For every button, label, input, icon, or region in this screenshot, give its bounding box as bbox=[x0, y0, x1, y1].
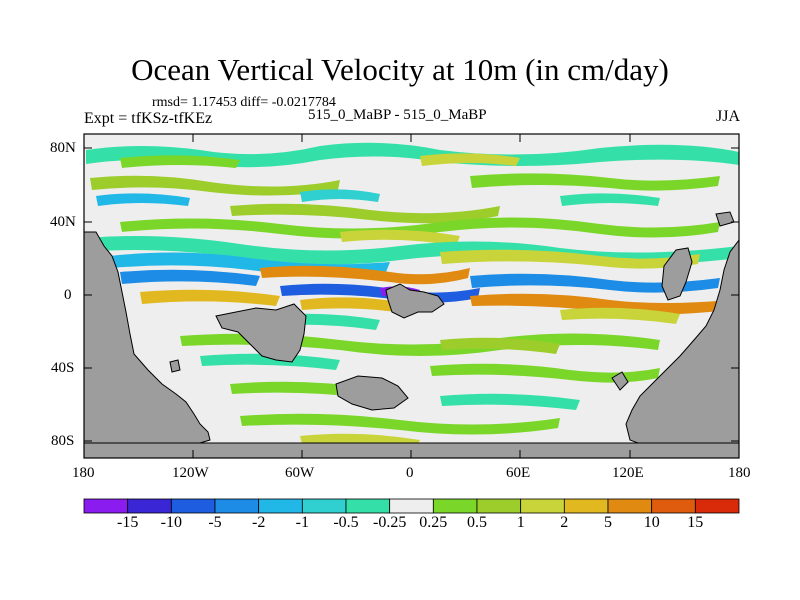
lat-tick-label: 80S bbox=[51, 433, 75, 449]
colorbar-tick-label: -15 bbox=[117, 514, 139, 531]
field-patch bbox=[430, 363, 660, 383]
lat-tick-label: 40N bbox=[50, 214, 76, 230]
colorbar-tick-label: 0.25 bbox=[419, 514, 448, 531]
field-patch bbox=[300, 297, 400, 312]
land-island-small bbox=[169, 359, 181, 373]
field-patch bbox=[96, 193, 190, 206]
field-patch bbox=[300, 189, 380, 202]
colorbar-swatch bbox=[127, 498, 172, 514]
land-south-america bbox=[84, 231, 211, 444]
field-patch bbox=[90, 175, 340, 196]
colorbar-swatch bbox=[214, 498, 260, 514]
colorbar-tick-label: 5 bbox=[604, 514, 612, 531]
colorbar-tick-label: -5 bbox=[208, 514, 222, 531]
field-patch bbox=[440, 337, 560, 354]
colorbar-swatch bbox=[83, 498, 129, 514]
field-patch bbox=[470, 173, 720, 191]
lon-tick-label: 60E bbox=[506, 465, 531, 481]
colorbar-swatch bbox=[607, 498, 653, 514]
colorbar-swatch bbox=[345, 498, 391, 514]
land-eastern-continent bbox=[625, 239, 739, 444]
colorbar-swatch bbox=[476, 498, 522, 514]
land-island-center bbox=[385, 283, 445, 319]
land-island-south bbox=[335, 375, 409, 411]
colorbar-tick-label: -0.25 bbox=[373, 514, 407, 531]
field-patch bbox=[440, 249, 700, 269]
colorbar-swatch bbox=[301, 498, 347, 514]
case-label: 515_0_MaBP - 515_0_MaBP bbox=[308, 107, 487, 123]
lat-tick-label: 40S bbox=[51, 360, 75, 376]
field-patch bbox=[420, 153, 520, 166]
land-island-east bbox=[661, 247, 693, 301]
colorbar-tick-label: -0.5 bbox=[333, 514, 359, 531]
field-patch bbox=[200, 353, 340, 370]
field-patch bbox=[560, 307, 680, 324]
experiment-label: Expt = tfKSz-tfKEz bbox=[84, 110, 213, 127]
colorbar-swatch bbox=[432, 498, 478, 514]
field-patch bbox=[230, 381, 370, 398]
colorbar-swatch bbox=[170, 498, 216, 514]
lon-tick-label: 120E bbox=[612, 465, 644, 481]
field-patch bbox=[86, 142, 739, 168]
colorbar-tick-label: 2 bbox=[560, 514, 569, 531]
field-patch bbox=[120, 155, 240, 168]
colorbar-swatch bbox=[258, 498, 303, 514]
colorbar-tick-label: -1 bbox=[295, 514, 309, 531]
colorbar-tick-label: 0.5 bbox=[467, 514, 487, 531]
season-label: JJA bbox=[716, 108, 741, 125]
field-patch bbox=[140, 289, 280, 306]
land-block-1 bbox=[215, 303, 307, 363]
chart-title: Ocean Vertical Velocity at 10m (in cm/da… bbox=[131, 52, 669, 87]
field-patch bbox=[470, 273, 720, 293]
lon-tick-label: 60W bbox=[285, 465, 315, 481]
map-field bbox=[84, 134, 739, 458]
colorbar-swatch bbox=[563, 498, 609, 514]
stats-label: rmsd= 1.17453 diff= -0.0217784 bbox=[152, 95, 336, 110]
field-patch bbox=[560, 193, 660, 206]
field-patch bbox=[260, 265, 470, 285]
colorbar-tick-label: 15 bbox=[687, 514, 704, 531]
axis-ticks bbox=[83, 134, 740, 458]
lat-tick-label: 80N bbox=[50, 140, 76, 156]
field-patch bbox=[240, 413, 560, 435]
field-patch bbox=[120, 217, 720, 239]
lat-tick-label: 0 bbox=[64, 287, 72, 303]
lon-tick-label: 120W bbox=[172, 465, 209, 481]
colorbar-tick-label: -10 bbox=[160, 514, 182, 531]
colorbar-swatch bbox=[651, 498, 696, 514]
colorbar-swatch bbox=[694, 498, 740, 514]
field-patch bbox=[440, 393, 580, 410]
colorbar-swatch bbox=[520, 498, 565, 514]
field-patch bbox=[230, 203, 500, 224]
lon-tick-label: 180 bbox=[72, 465, 95, 481]
lon-tick-label: 180 bbox=[728, 465, 751, 481]
lon-tick-label: 0 bbox=[406, 465, 414, 481]
colorbar-tick-label: 1 bbox=[516, 514, 525, 531]
colorbar-swatch bbox=[389, 498, 434, 514]
field-patch bbox=[120, 269, 260, 286]
field-patch bbox=[470, 293, 730, 315]
colorbar-tick-label: 10 bbox=[643, 514, 660, 531]
colorbar-tick-label: -2 bbox=[252, 514, 266, 531]
land-island-small bbox=[611, 371, 629, 391]
colorbar bbox=[83, 498, 740, 514]
field-patch bbox=[340, 229, 460, 246]
